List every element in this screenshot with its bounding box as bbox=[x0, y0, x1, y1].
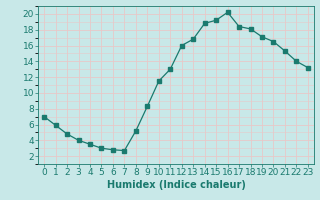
X-axis label: Humidex (Indice chaleur): Humidex (Indice chaleur) bbox=[107, 180, 245, 190]
